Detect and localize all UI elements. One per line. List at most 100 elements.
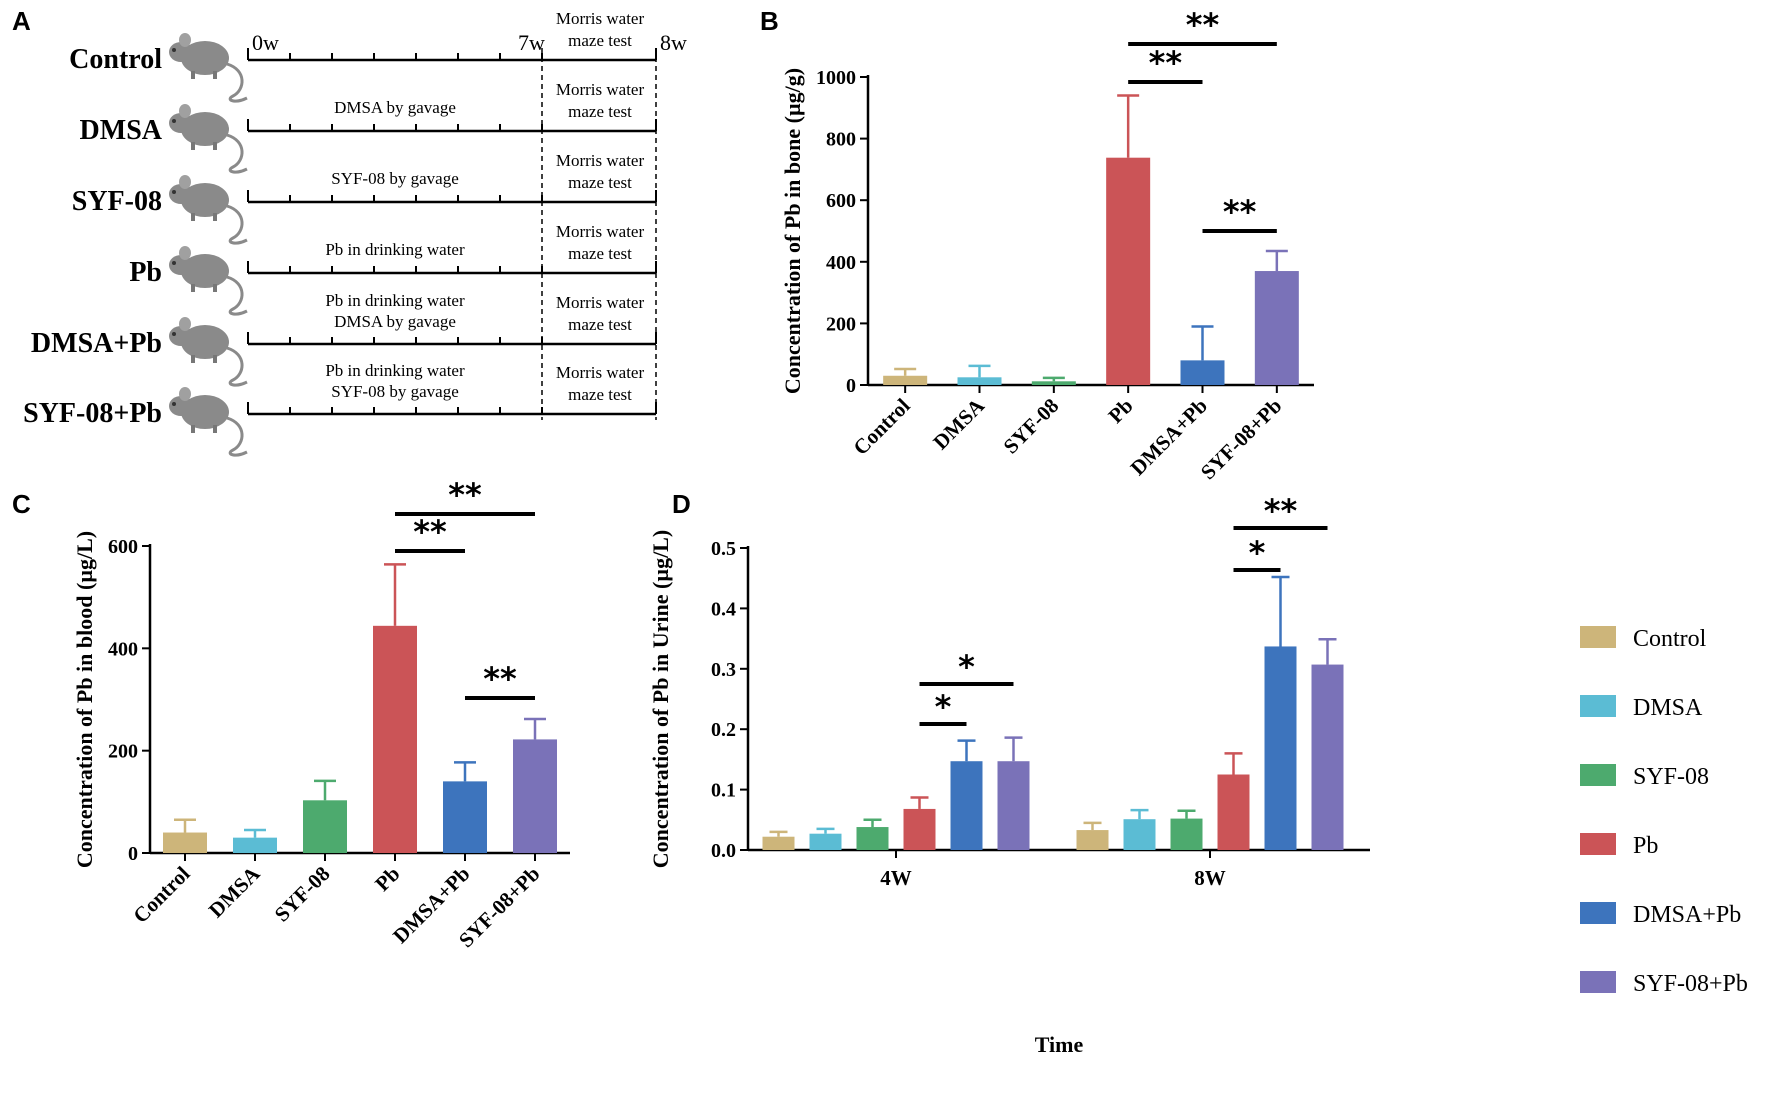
bar xyxy=(443,781,487,853)
bar xyxy=(1123,819,1156,850)
y-tick-label: 0.5 xyxy=(711,538,736,560)
significance-label: ** xyxy=(1186,6,1220,44)
legend-item: Pb xyxy=(1580,833,1658,859)
significance-label: * xyxy=(958,648,975,686)
x-tick-label: SYF-08 xyxy=(999,394,1064,459)
bar xyxy=(1264,646,1297,850)
bar xyxy=(163,832,207,853)
urine-pb-chart: 0.00.10.20.30.40.54W 8W*****TimeConcentra… xyxy=(648,492,1370,1057)
x-tick-label: DMSA xyxy=(204,861,265,922)
x-tick-label: Control xyxy=(848,393,914,459)
treatment-label: Pb in drinking water xyxy=(325,240,465,259)
y-axis-label: Concentration of Pb in blood (µg/L) xyxy=(72,531,97,868)
bar xyxy=(997,761,1030,850)
bar xyxy=(303,800,347,853)
significance-label: ** xyxy=(1149,44,1183,82)
test-label: Morris water xyxy=(556,80,645,99)
y-axis-label: Concentration of Pb in Urine (µg/L) xyxy=(648,530,673,868)
test-label: maze test xyxy=(568,315,632,334)
bar xyxy=(957,377,1002,385)
x-tick-label: DMSA xyxy=(928,393,989,454)
y-axis-label: Concentration of Pb in bone (µg/g) xyxy=(780,68,805,394)
bar xyxy=(1311,664,1344,850)
timeline-row: SYF-08 SYF-08 by gavage Morris water maze t… xyxy=(72,151,657,245)
treatment-label: DMSA by gavage xyxy=(334,98,456,117)
treatment-label: SYF-08 by gavage xyxy=(331,169,458,188)
x-axis-label: Time xyxy=(1035,1032,1084,1057)
y-tick-label: 600 xyxy=(108,536,138,558)
bar xyxy=(1217,774,1250,850)
legend-label: SYF-08+Pb xyxy=(1633,971,1748,997)
bar xyxy=(903,808,936,850)
x-tick-label: SYF-08+Pb xyxy=(1196,394,1287,485)
week-0-label: 0w xyxy=(252,30,279,55)
y-tick-label: 800 xyxy=(826,129,856,151)
mouse-icon xyxy=(167,385,249,457)
legend-swatch xyxy=(1580,971,1616,993)
y-tick-label: 0.4 xyxy=(711,598,736,620)
group-label: DMSA xyxy=(80,115,163,146)
y-tick-label: 1000 xyxy=(816,67,856,89)
bar xyxy=(883,375,928,385)
x-tick-label: 8W xyxy=(1194,866,1226,890)
y-tick-label: 0.3 xyxy=(711,659,736,681)
mouse-icon xyxy=(167,315,249,387)
legend-item: DMSA xyxy=(1580,695,1703,721)
mouse-icon xyxy=(167,102,249,174)
timeline-row: Pb Pb in drinking water Morris water maze t… xyxy=(129,222,657,316)
test-label: Morris water xyxy=(556,293,645,312)
test-label: maze test xyxy=(568,102,632,121)
bar xyxy=(762,836,795,850)
legend-label: DMSA xyxy=(1633,695,1703,721)
group-label: DMSA+Pb xyxy=(31,328,162,359)
week-8-label: 8w xyxy=(660,30,687,55)
significance-label: * xyxy=(935,688,952,726)
group-label: Control xyxy=(69,44,162,75)
significance-label: ** xyxy=(1223,193,1257,231)
y-tick-label: 0.0 xyxy=(711,840,736,862)
timeline-row: SYF-08+Pb Pb in drinking water SYF-08 by g… xyxy=(23,361,657,457)
bar xyxy=(809,833,842,850)
timeline-row: DMSA DMSA by gavage Morris water maze test xyxy=(80,80,657,174)
y-tick-label: 200 xyxy=(108,741,138,763)
y-tick-label: 400 xyxy=(826,252,856,274)
bar xyxy=(1076,830,1109,850)
test-label: Morris water xyxy=(556,222,645,241)
group-label: SYF-08+Pb xyxy=(23,398,162,429)
legend: Control DMSA SYF-08 Pb DMSA+Pb SYF-08+Pb xyxy=(1580,626,1748,997)
group-label: Pb xyxy=(129,257,162,288)
bar xyxy=(233,837,277,853)
test-label: Morris water xyxy=(556,151,645,170)
treatment-label: Pb in drinking water xyxy=(325,361,465,380)
legend-item: Control xyxy=(1580,626,1707,652)
x-tick-label: SYF-08 xyxy=(270,862,335,927)
bar xyxy=(856,827,889,850)
panel-letter-b: B xyxy=(760,6,779,36)
y-tick-label: 0.1 xyxy=(711,780,736,802)
panel-letter-d: D xyxy=(672,489,691,519)
mouse-icon xyxy=(167,244,249,316)
significance-label: * xyxy=(1249,534,1266,572)
legend-label: SYF-08 xyxy=(1633,764,1709,790)
significance-label: ** xyxy=(413,513,447,551)
panel-letter-a: A xyxy=(12,6,31,36)
legend-label: Pb xyxy=(1633,833,1658,859)
x-tick-label: Pb xyxy=(370,862,404,896)
x-tick-label: Pb xyxy=(1103,394,1137,428)
mouse-icon xyxy=(167,31,249,103)
significance-label: ** xyxy=(483,660,517,698)
y-tick-label: 0 xyxy=(128,843,138,865)
treatment-label: DMSA by gavage xyxy=(334,312,456,331)
panel-letter-c: C xyxy=(12,489,31,519)
x-tick-label: Control xyxy=(128,861,194,927)
legend-swatch xyxy=(1580,626,1616,648)
legend-item: SYF-08 xyxy=(1580,764,1709,790)
timeline-row: Control Morris water maze test xyxy=(69,9,657,103)
y-tick-label: 200 xyxy=(826,313,856,335)
significance-label: ** xyxy=(448,476,482,514)
group-label: SYF-08 xyxy=(72,186,162,217)
bar xyxy=(1180,360,1225,385)
